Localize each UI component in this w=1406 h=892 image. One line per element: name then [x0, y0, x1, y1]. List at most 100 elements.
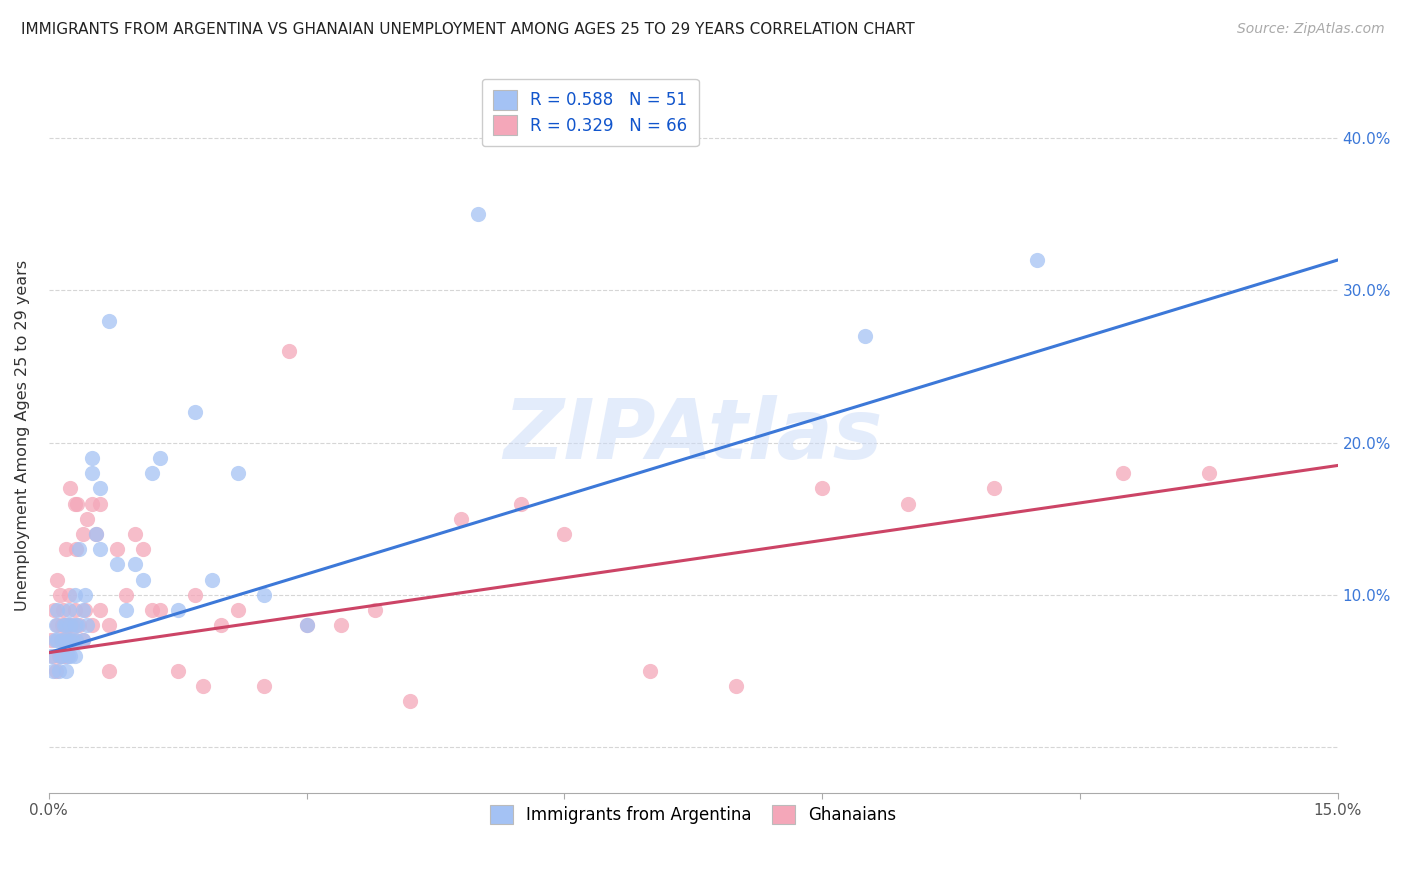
Point	[58, 618, 80, 632]
Point	[59, 648, 82, 663]
Point	[76, 512, 98, 526]
Point	[329, 618, 352, 632]
Point	[553, 527, 575, 541]
Point	[89, 542, 111, 557]
Point	[638, 664, 661, 678]
Point	[811, 481, 834, 495]
Point	[72, 633, 94, 648]
Point	[76, 618, 98, 632]
Point	[55, 648, 77, 663]
Point	[80, 618, 103, 632]
Point	[45, 664, 67, 678]
Point	[450, 512, 472, 526]
Point	[58, 603, 80, 617]
Point	[42, 648, 65, 663]
Point	[59, 633, 82, 648]
Point	[55, 664, 77, 678]
Point	[184, 588, 207, 602]
Point	[63, 588, 86, 602]
Point	[56, 648, 79, 663]
Point	[58, 588, 80, 602]
Point	[209, 618, 232, 632]
Point	[73, 603, 96, 617]
Point	[149, 603, 172, 617]
Point	[46, 573, 69, 587]
Point	[97, 618, 120, 632]
Point	[80, 466, 103, 480]
Point	[141, 603, 163, 617]
Point	[72, 603, 94, 617]
Point	[226, 603, 249, 617]
Point	[51, 618, 73, 632]
Point	[141, 466, 163, 480]
Point	[73, 588, 96, 602]
Point	[65, 633, 87, 648]
Point	[853, 329, 876, 343]
Point	[124, 558, 146, 572]
Point	[1112, 466, 1135, 480]
Point	[184, 405, 207, 419]
Point	[97, 314, 120, 328]
Point	[46, 618, 69, 632]
Point	[63, 496, 86, 510]
Point	[897, 496, 920, 510]
Point	[63, 648, 86, 663]
Point	[201, 573, 224, 587]
Point	[725, 679, 748, 693]
Point	[63, 618, 86, 632]
Point	[80, 450, 103, 465]
Point	[49, 633, 72, 648]
Point	[193, 679, 215, 693]
Point	[510, 496, 533, 510]
Point	[226, 466, 249, 480]
Point	[52, 603, 75, 617]
Text: IMMIGRANTS FROM ARGENTINA VS GHANAIAN UNEMPLOYMENT AMONG AGES 25 TO 29 YEARS COR: IMMIGRANTS FROM ARGENTINA VS GHANAIAN UN…	[21, 22, 915, 37]
Point	[60, 618, 83, 632]
Point	[84, 527, 107, 541]
Point	[53, 633, 76, 648]
Point	[72, 633, 94, 648]
Point	[67, 542, 90, 557]
Point	[44, 633, 66, 648]
Point	[51, 648, 73, 663]
Point	[49, 588, 72, 602]
Point	[59, 481, 82, 495]
Point	[89, 603, 111, 617]
Point	[398, 694, 420, 708]
Point	[41, 633, 63, 648]
Point	[66, 496, 89, 510]
Legend: Immigrants from Argentina, Ghanaians: Immigrants from Argentina, Ghanaians	[479, 795, 907, 834]
Point	[1198, 466, 1220, 480]
Point	[295, 618, 318, 632]
Point	[48, 664, 70, 678]
Point	[97, 664, 120, 678]
Point	[42, 664, 65, 678]
Point	[49, 648, 72, 663]
Point	[55, 542, 77, 557]
Point	[59, 618, 82, 632]
Point	[56, 633, 79, 648]
Point	[278, 344, 301, 359]
Text: Source: ZipAtlas.com: Source: ZipAtlas.com	[1237, 22, 1385, 37]
Point	[41, 648, 63, 663]
Point	[252, 588, 274, 602]
Point	[252, 679, 274, 693]
Point	[149, 450, 172, 465]
Point	[55, 618, 77, 632]
Point	[115, 603, 138, 617]
Point	[67, 618, 90, 632]
Point	[295, 618, 318, 632]
Point	[72, 527, 94, 541]
Point	[80, 496, 103, 510]
Point	[55, 618, 77, 632]
Point	[66, 618, 89, 632]
Point	[46, 633, 69, 648]
Point	[166, 664, 188, 678]
Point	[42, 603, 65, 617]
Point	[107, 558, 129, 572]
Point	[51, 648, 73, 663]
Point	[132, 542, 155, 557]
Point	[51, 633, 73, 648]
Point	[983, 481, 1005, 495]
Point	[107, 542, 129, 557]
